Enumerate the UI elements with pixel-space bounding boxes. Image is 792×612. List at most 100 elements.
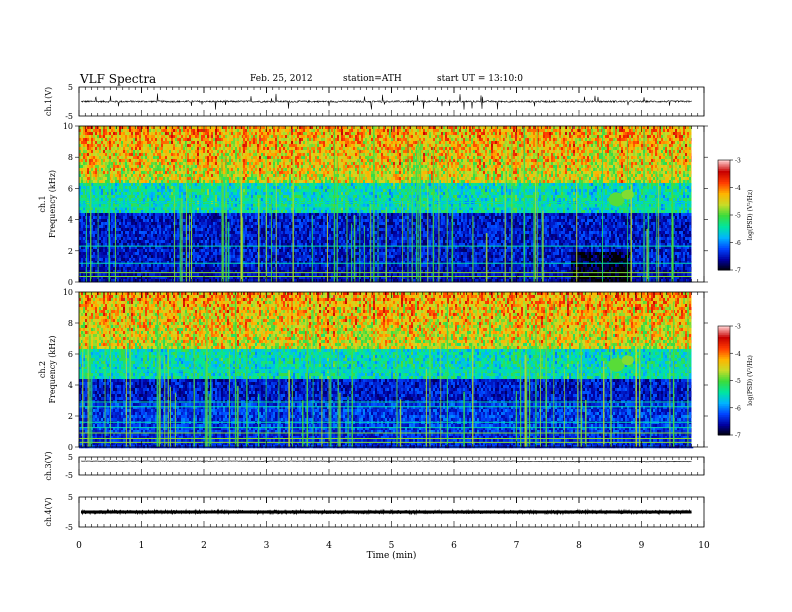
spectrogram-cell (125, 219, 128, 223)
spectrogram-cell (189, 135, 192, 139)
spectrogram-cell (243, 141, 246, 145)
spectrogram-cell (125, 147, 128, 151)
spectrogram-cell (103, 222, 106, 226)
spectrogram-cell (205, 234, 208, 238)
spectrogram-cell (251, 174, 254, 178)
spectrogram-cell (163, 189, 166, 193)
spectrogram-cell (201, 204, 204, 208)
spectrogram-cell (127, 219, 130, 223)
spectrogram-cell (127, 255, 130, 259)
spectrogram-cell (253, 225, 256, 229)
spectrogram-cell (205, 231, 208, 235)
spectrogram-cell (123, 243, 126, 247)
spectrogram-cell (133, 213, 136, 217)
spectrogram-cell (93, 237, 96, 241)
spectrogram-cell (181, 141, 184, 145)
spectrogram-cell (211, 213, 214, 217)
spectrogram-cell (131, 189, 134, 193)
spectrogram-cell (89, 168, 92, 172)
spectrogram-cell (91, 174, 94, 178)
spectrogram-cell (113, 234, 116, 238)
spectrogram-cell (249, 129, 252, 133)
spectrogram-cell (243, 222, 246, 226)
spectrogram-cell (227, 174, 230, 178)
spectrogram-cell (237, 228, 240, 232)
spectrogram-cell (201, 147, 204, 151)
spectrogram-cell (257, 159, 260, 163)
spectrogram-cell (137, 168, 140, 172)
spectrogram-cell (187, 144, 190, 148)
spectrogram-cell (83, 228, 86, 232)
spectrogram-cell (165, 252, 168, 256)
spectrogram-cell (129, 225, 132, 229)
spectrogram-cell (147, 195, 150, 199)
spectrogram-cell (231, 234, 234, 238)
spectrogram-cell (203, 150, 206, 154)
spectrogram-cell (193, 138, 196, 142)
spectrogram-cell (79, 195, 82, 199)
spectrogram-cell (251, 153, 254, 157)
spectrogram-cell (197, 168, 200, 172)
spectrogram-cell (115, 249, 118, 253)
spectrogram-cell (83, 198, 86, 202)
spectrogram-cell (159, 171, 162, 175)
spectrogram-cell (247, 231, 250, 235)
spectrogram-cell (211, 249, 214, 253)
spectrogram-cell (99, 180, 102, 184)
spectrogram-cell (267, 249, 270, 253)
spectrogram-cell (245, 159, 248, 163)
spectrogram-cell (199, 171, 202, 175)
spectrogram-cell (85, 132, 88, 136)
spectrogram-cell (231, 261, 234, 265)
spectrogram-cell (105, 213, 108, 217)
spectrogram-cell (207, 213, 210, 217)
spectrogram-cell (83, 267, 86, 271)
spectrogram-cell (125, 141, 128, 145)
spectrogram-cell (239, 132, 242, 136)
spectrogram-cell (165, 246, 168, 250)
spectrogram-cell (113, 138, 116, 142)
spectrogram-cell (265, 150, 268, 154)
spectrogram-cell (99, 141, 102, 145)
spectrogram-cell (87, 144, 90, 148)
spectrogram-cell (133, 147, 136, 151)
spectrogram-cell (223, 264, 226, 268)
spectrogram-cell (149, 258, 152, 262)
spectrogram-cell (267, 264, 270, 268)
spectrogram-cell (201, 156, 204, 160)
spectrogram-cell (233, 273, 236, 277)
spectrogram-cell (111, 273, 114, 277)
spectrogram-cell (157, 270, 160, 274)
spectrogram-cell (177, 258, 180, 262)
spectrogram-cell (243, 144, 246, 148)
spectrogram-cell (213, 174, 216, 178)
spectrogram-cell (87, 258, 90, 262)
spectrogram-cell (135, 138, 138, 142)
spectrogram-cell (165, 165, 168, 169)
spectrogram-cell (133, 156, 136, 160)
spectrogram-cell (247, 186, 250, 190)
spectrogram-cell (87, 198, 90, 202)
spectrogram-cell (231, 198, 234, 202)
spectrogram-cell (213, 228, 216, 232)
spectrogram-cell (121, 189, 124, 193)
spectrogram-cell (123, 198, 126, 202)
spectrogram-cell (219, 156, 222, 160)
spectrogram-cell (201, 159, 204, 163)
spectrogram-cell (145, 264, 148, 268)
spectrogram-cell (237, 171, 240, 175)
spectrogram-cell (183, 261, 186, 265)
spectrogram-cell (203, 258, 206, 262)
spectrogram-cell (189, 252, 192, 256)
spectrogram-cell (105, 273, 108, 277)
spectrogram-cell (191, 180, 194, 184)
spectrogram-cell (205, 204, 208, 208)
spectrogram-cell (85, 174, 88, 178)
spectrogram-cell (229, 261, 232, 265)
spectrogram-cell (245, 177, 248, 181)
spectrogram-cell (211, 186, 214, 190)
spectrogram-cell (107, 138, 110, 142)
spectrogram-cell (101, 165, 104, 169)
spectrogram-cell (191, 162, 194, 166)
spectrogram-cell (133, 231, 136, 235)
